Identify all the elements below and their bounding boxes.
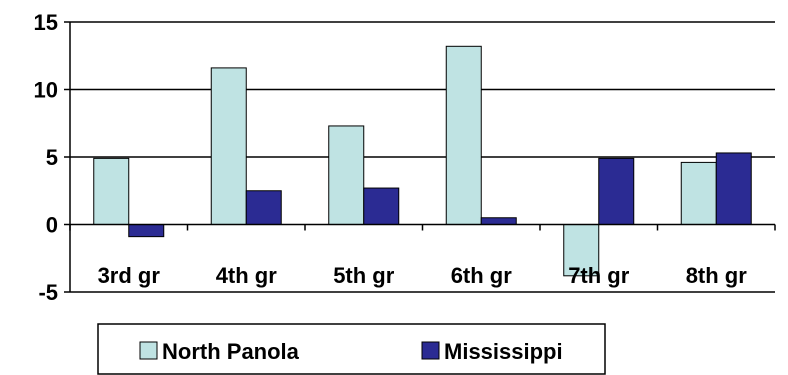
legend-label: Mississippi [444,339,563,364]
x-tick-label: 8th gr [686,263,748,288]
x-tick-label: 6th gr [451,263,513,288]
x-axis-labels: 3rd gr 4th gr 5th gr 6th gr 7th gr 8th gr [98,263,748,288]
x-tick-label: 7th gr [568,263,630,288]
legend-label: North Panola [162,339,300,364]
bar-mississippi-8th-gr [715,152,752,225]
bar-mississippi-6th-gr [480,217,517,225]
legend: North Panola Mississippi [97,323,606,375]
bar-north-panola-6th-gr [445,45,482,225]
y-tick-label: 15 [34,10,58,35]
bar-mississippi-4th-gr [245,190,282,225]
bar-north-panola-8th-gr [680,161,717,225]
bar-mississippi-3rd-gr [128,224,165,238]
y-axis-labels: -5 0 5 10 15 [34,10,58,305]
y-tick-label: 10 [34,78,58,103]
x-tick-label: 4th gr [216,263,278,288]
y-tick-label: 0 [46,213,58,238]
bar-north-panola-5th-gr [328,125,365,225]
x-tick-label: 5th gr [333,263,395,288]
y-tick-label: -5 [38,280,58,305]
bar-mississippi-5th-gr [363,187,400,226]
bar-north-panola-4th-gr [210,67,247,226]
bar-north-panola-3rd-gr [93,157,130,226]
bars [93,45,752,277]
y-tick-label: 5 [46,145,58,170]
axes [64,21,776,293]
legend-swatch [421,341,440,360]
bar-mississippi-7th-gr [598,157,635,226]
legend-box [97,323,606,375]
bar-north-panola-7th-gr [563,224,600,277]
legend-swatch [139,341,158,360]
gridlines [70,21,775,293]
x-tick-label: 3rd gr [98,263,161,288]
